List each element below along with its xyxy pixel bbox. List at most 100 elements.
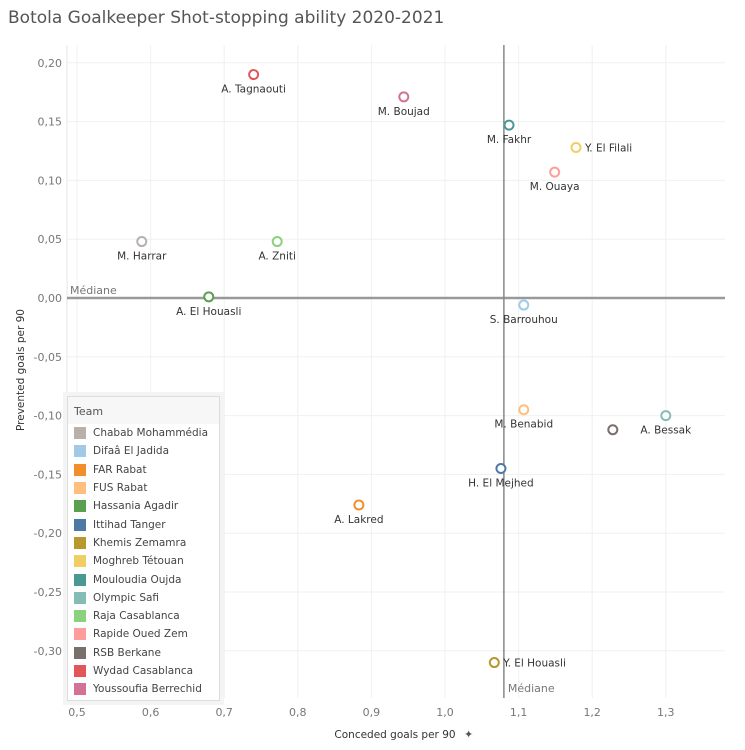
legend-swatch [74,646,86,659]
data-point [607,424,619,436]
legend-item[interactable]: Difaâ El Jadida [68,442,219,460]
legend-item[interactable]: Hassania Agadir [68,497,219,515]
x-axis-title: Conceded goals per 90 [334,729,455,741]
y-axis-title: Prevented goals per 90 [15,309,27,431]
legend-label: Difaâ El Jadida [93,445,170,458]
x-tick-label: 0,5 [68,706,86,719]
x-tick-label: 1,1 [510,706,528,719]
data-point [570,141,582,153]
legend-title: Team [68,397,219,424]
legend-label: Wydad Casablanca [93,665,194,677]
x-tick-label: 0,7 [215,706,233,719]
data-label: H. El Mejhed [468,478,534,490]
legend-swatch [74,518,86,531]
y-tick-label: -0,25 [34,586,62,599]
y-tick-label: 0,15 [38,116,63,129]
legend-label: Youssoufia Berrechid [93,683,202,696]
data-point [398,91,410,103]
legend-item[interactable]: Moghreb Tétouan [68,552,219,570]
legend-label: Moghreb Tétouan [93,555,184,568]
data-point [495,463,507,475]
x-tick-label: 0,6 [142,706,160,719]
y-tick-label: 0,10 [38,174,63,187]
data-label: A. Zniti [258,251,295,263]
data-label: M. Boujad [378,106,430,118]
median-label-y: Médiane [70,284,117,297]
data-point [203,291,215,303]
data-point [488,657,500,669]
x-tick-label: 0,8 [289,706,307,719]
data-label: Y. El Filali [584,142,632,154]
legend-swatch [74,500,86,513]
data-label: S. Barrouhou [490,314,558,326]
x-tick-label: 1,0 [436,706,454,719]
legend-swatch [74,573,86,586]
data-point [660,410,672,422]
legend-swatch [74,536,86,549]
legend-item[interactable]: Ittihad Tanger [68,515,219,533]
x-tick-label: 1,2 [583,706,601,719]
legend-swatch [74,555,86,568]
y-tick-label: -0,10 [34,410,62,423]
legend-item[interactable]: Mouloudia Oujda [68,570,219,588]
data-point [353,499,365,511]
data-label: M. Benabid [494,419,553,431]
data-label: M. Harrar [117,251,167,263]
legend-swatch [74,591,86,604]
legend-label: Ittihad Tanger [93,518,166,531]
legend-swatch [74,683,86,696]
legend-item[interactable]: Olympic Safi [68,589,219,607]
legend-swatch [74,427,86,440]
chart-title: Botola Goalkeeper Shot-stopping ability … [8,8,445,28]
legend-swatch [74,482,86,495]
legend-item[interactable]: Chabab Mohammédia [68,424,219,442]
data-point [136,236,148,248]
data-point [518,299,530,311]
legend: Team Chabab Mohammédia Difaâ El Jadida FAR… [67,396,220,701]
median-label-x: Médiane [508,682,555,695]
legend-label: FUS Rabat [93,482,148,495]
legend-label: Khemis Zemamra [93,536,187,549]
legend-item[interactable]: Raja Casablanca [68,607,219,625]
legend-item[interactable]: RSB Berkane [68,644,219,662]
data-label: A. Tagnaouti [221,84,286,96]
data-label: M. Ouaya [530,181,580,193]
legend-item[interactable]: Youssoufia Berrechid [68,680,219,698]
data-point [248,69,260,81]
legend-item[interactable]: Wydad Casablanca [68,662,219,680]
legend-label: Mouloudia Oujda [93,573,182,586]
legend-label: Chabab Mohammédia [93,427,209,440]
y-tick-label: -0,05 [34,351,62,364]
data-label: A. Bessak [640,425,692,437]
legend-label: Raja Casablanca [93,610,180,623]
y-tick-label: -0,30 [34,645,62,658]
data-point [271,236,283,248]
y-tick-label: -0,15 [34,468,62,481]
legend-label: Olympic Safi [93,591,160,604]
legend-swatch [74,610,86,623]
legend-swatch [74,463,86,476]
legend-label: FAR Rabat [93,463,147,476]
pin-icon: ✦ [464,728,473,741]
legend-swatch [74,665,86,677]
data-point [503,119,515,131]
x-tick-label: 0,9 [363,706,381,719]
legend-swatch [74,445,86,458]
data-label: A. El Houasli [176,306,241,318]
y-tick-label: 0,20 [38,57,63,70]
data-point [549,166,561,178]
y-tick-label: -0,20 [34,527,62,540]
legend-item[interactable]: FAR Rabat [68,461,219,479]
legend-item[interactable]: Rapide Oued Zem [68,625,219,643]
y-tick-label: 0,05 [38,233,63,246]
x-tick-label: 1,3 [657,706,675,719]
y-tick-label: 0,00 [38,292,63,305]
legend-label: RSB Berkane [93,646,161,659]
legend-item[interactable]: FUS Rabat [68,479,219,497]
data-label: M. Fakhr [487,134,532,146]
legend-label: Hassania Agadir [93,500,179,513]
legend-item[interactable]: Khemis Zemamra [68,534,219,552]
data-label: A. Lakred [334,514,383,526]
legend-label: Rapide Oued Zem [93,628,188,641]
